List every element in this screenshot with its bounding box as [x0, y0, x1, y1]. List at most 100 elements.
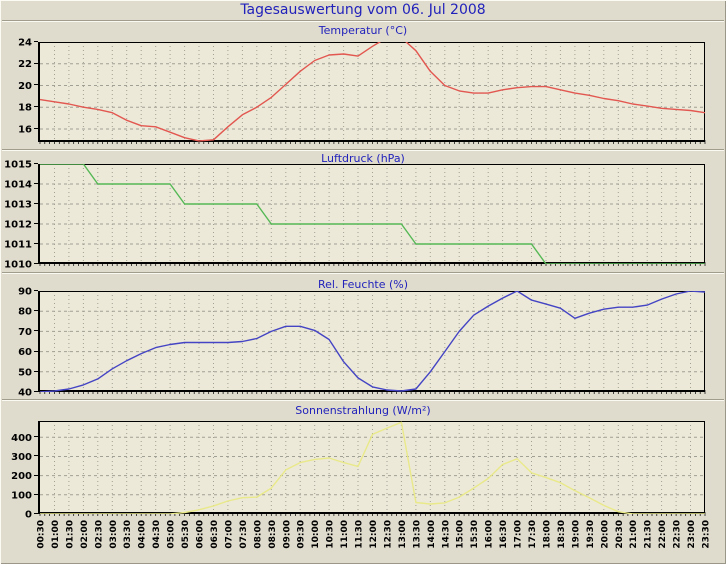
y-tick-label: 24: [18, 38, 32, 49]
series-line: [39, 42, 705, 142]
x-tick-label: 12:30: [383, 520, 393, 549]
x-tick-label: 17:30: [528, 520, 538, 549]
y-tick-label: 22: [18, 59, 32, 70]
y-tick-label: 200: [11, 471, 32, 482]
x-tick-label: 19:30: [586, 520, 596, 549]
h-gridlines: [40, 436, 705, 496]
y-axis: [38, 421, 40, 514]
y-tick-label: 1010: [4, 260, 32, 271]
x-tick-label: 18:00: [542, 520, 552, 549]
y-tick: [34, 203, 38, 204]
x-tick-label: 03:00: [109, 520, 119, 549]
y-tick-label: 40: [18, 388, 32, 399]
y-tick: [34, 223, 38, 224]
y-tick-label: 20: [18, 81, 32, 92]
humidity-chart: 40 50 60 70 80 90: [18, 287, 706, 399]
y-tick: [34, 106, 38, 107]
plot-frame: [40, 164, 705, 264]
x-tick-label: 13:00: [398, 520, 408, 549]
x-tick-label: 12:00: [369, 520, 379, 549]
y-tick-label: 1011: [4, 240, 32, 251]
x-tick-label: 08:30: [268, 520, 278, 549]
y-axis: [38, 164, 40, 264]
separator: [2, 399, 724, 401]
x-tick-label: 11:30: [355, 520, 365, 549]
separator: [2, 272, 724, 274]
x-tick-label: 23:30: [702, 520, 712, 549]
x-tick-label: 04:30: [152, 520, 162, 549]
y-tick: [34, 310, 38, 311]
y-tick-label: 100: [11, 490, 32, 501]
y-tick: [34, 351, 38, 352]
x-tick-label: 23:00: [687, 520, 697, 549]
x-tick-label: 03:30: [123, 520, 133, 549]
y-tick: [34, 243, 38, 244]
y-tick: [34, 494, 38, 495]
x-axis: [38, 262, 705, 264]
x-tick-label: 22:30: [673, 520, 683, 549]
y-tick: [34, 63, 38, 64]
y-tick: [34, 163, 38, 164]
y-tick-label: 18: [18, 103, 32, 114]
series-line: [40, 164, 705, 264]
y-tick: [34, 391, 38, 392]
x-tick-label: 09:30: [297, 520, 307, 549]
chart-title-pressure: Luftdruck (hPa): [321, 152, 405, 165]
y-tick-label: 1013: [4, 200, 32, 211]
x-tick-label: 21:30: [644, 520, 654, 549]
y-axis: [38, 42, 40, 142]
x-tick-label: 02:30: [94, 520, 104, 549]
x-tick-label: 20:30: [615, 520, 625, 549]
separator: [2, 149, 724, 151]
chart-title-temperature: Temperatur (°C): [318, 24, 408, 37]
y-tick-label: 300: [11, 452, 32, 463]
x-axis: [38, 512, 705, 514]
y-tick-label: 1014: [4, 180, 32, 191]
x-tick-label: 04:00: [138, 520, 148, 549]
y-tick: [34, 455, 38, 456]
x-tick-label: 01:30: [65, 520, 75, 549]
y-tick-label: 80: [18, 307, 32, 318]
x-tick-label: 20:00: [600, 520, 610, 549]
y-tick: [34, 290, 38, 291]
y-tick-label: 90: [18, 287, 32, 298]
radiation-chart: 0 100 200 300 400: [11, 421, 706, 520]
y-tick: [34, 330, 38, 331]
y-tick: [34, 128, 38, 129]
x-axis: [38, 140, 705, 142]
x-tick-label: 07:00: [224, 520, 234, 549]
x-minor-ticks: [39, 140, 706, 144]
series-line: [40, 421, 705, 514]
x-tick-label: 10:30: [326, 520, 336, 549]
y-tick: [34, 436, 38, 437]
y-tick-label: 60: [18, 347, 32, 358]
y-axis: [38, 291, 40, 392]
h-gridlines: [40, 63, 705, 130]
x-tick-label: 15:30: [470, 520, 480, 549]
plot-frame: [40, 421, 705, 514]
y-tick: [34, 263, 38, 264]
x-tick-label: 06:00: [196, 520, 206, 549]
x-tick-label: 11:00: [340, 520, 350, 549]
x-tick-label: 05:00: [167, 520, 177, 549]
plot-area: [40, 291, 705, 392]
x-tick-label: 18:30: [557, 520, 567, 549]
x-tick-label: 02:00: [80, 520, 90, 549]
y-tick: [34, 41, 38, 42]
y-tick: [34, 371, 38, 372]
y-tick-label: 1012: [4, 220, 32, 231]
plot-frame: [40, 42, 705, 142]
y-tick: [34, 513, 38, 514]
x-tick-label: 09:00: [282, 520, 292, 549]
x-tick-label: 19:00: [571, 520, 581, 549]
x-tick-label: 16:00: [485, 520, 495, 549]
chart-title-radiation: Sonnenstrahlung (W/m²): [295, 404, 431, 417]
x-tick-label: 22:00: [658, 520, 668, 549]
x-axis: [38, 390, 705, 392]
x-tick-label: 16:30: [499, 520, 509, 549]
y-tick: [34, 84, 38, 85]
x-tick-label: 05:30: [181, 520, 191, 549]
plot-area: [40, 421, 705, 514]
x-tick-label: 10:00: [311, 520, 321, 549]
x-tick-label: 17:00: [514, 520, 524, 549]
